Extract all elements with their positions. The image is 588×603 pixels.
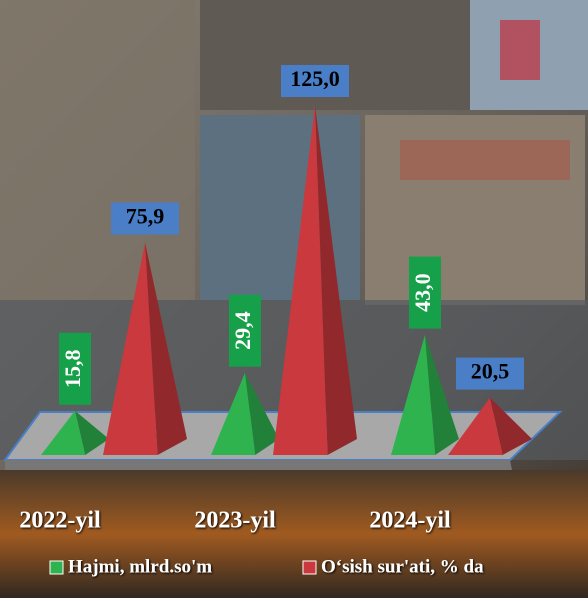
value-label: 15,8 — [60, 350, 85, 389]
legend-label: Hajmi, mlrd.so'm — [68, 556, 212, 577]
value-label: 75,9 — [126, 204, 165, 229]
value-label: 43,0 — [410, 273, 435, 312]
legend-label: O‘sish sur'ati, % da — [321, 556, 484, 577]
value-label: 125,0 — [290, 66, 340, 91]
value-label: 20,5 — [471, 359, 510, 384]
legend-swatch — [50, 561, 63, 574]
platform-edge — [5, 460, 512, 470]
value-label: 29,4 — [230, 311, 255, 350]
category-label: 2024-yil — [369, 508, 451, 534]
category-label: 2022-yil — [19, 508, 101, 534]
chart: 15,8 29,4 43,0 75,9 125,0 20,5 2022-yil 2023-yi… — [0, 0, 588, 598]
legend-swatch — [303, 561, 316, 574]
category-label: 2023-yil — [194, 508, 276, 534]
